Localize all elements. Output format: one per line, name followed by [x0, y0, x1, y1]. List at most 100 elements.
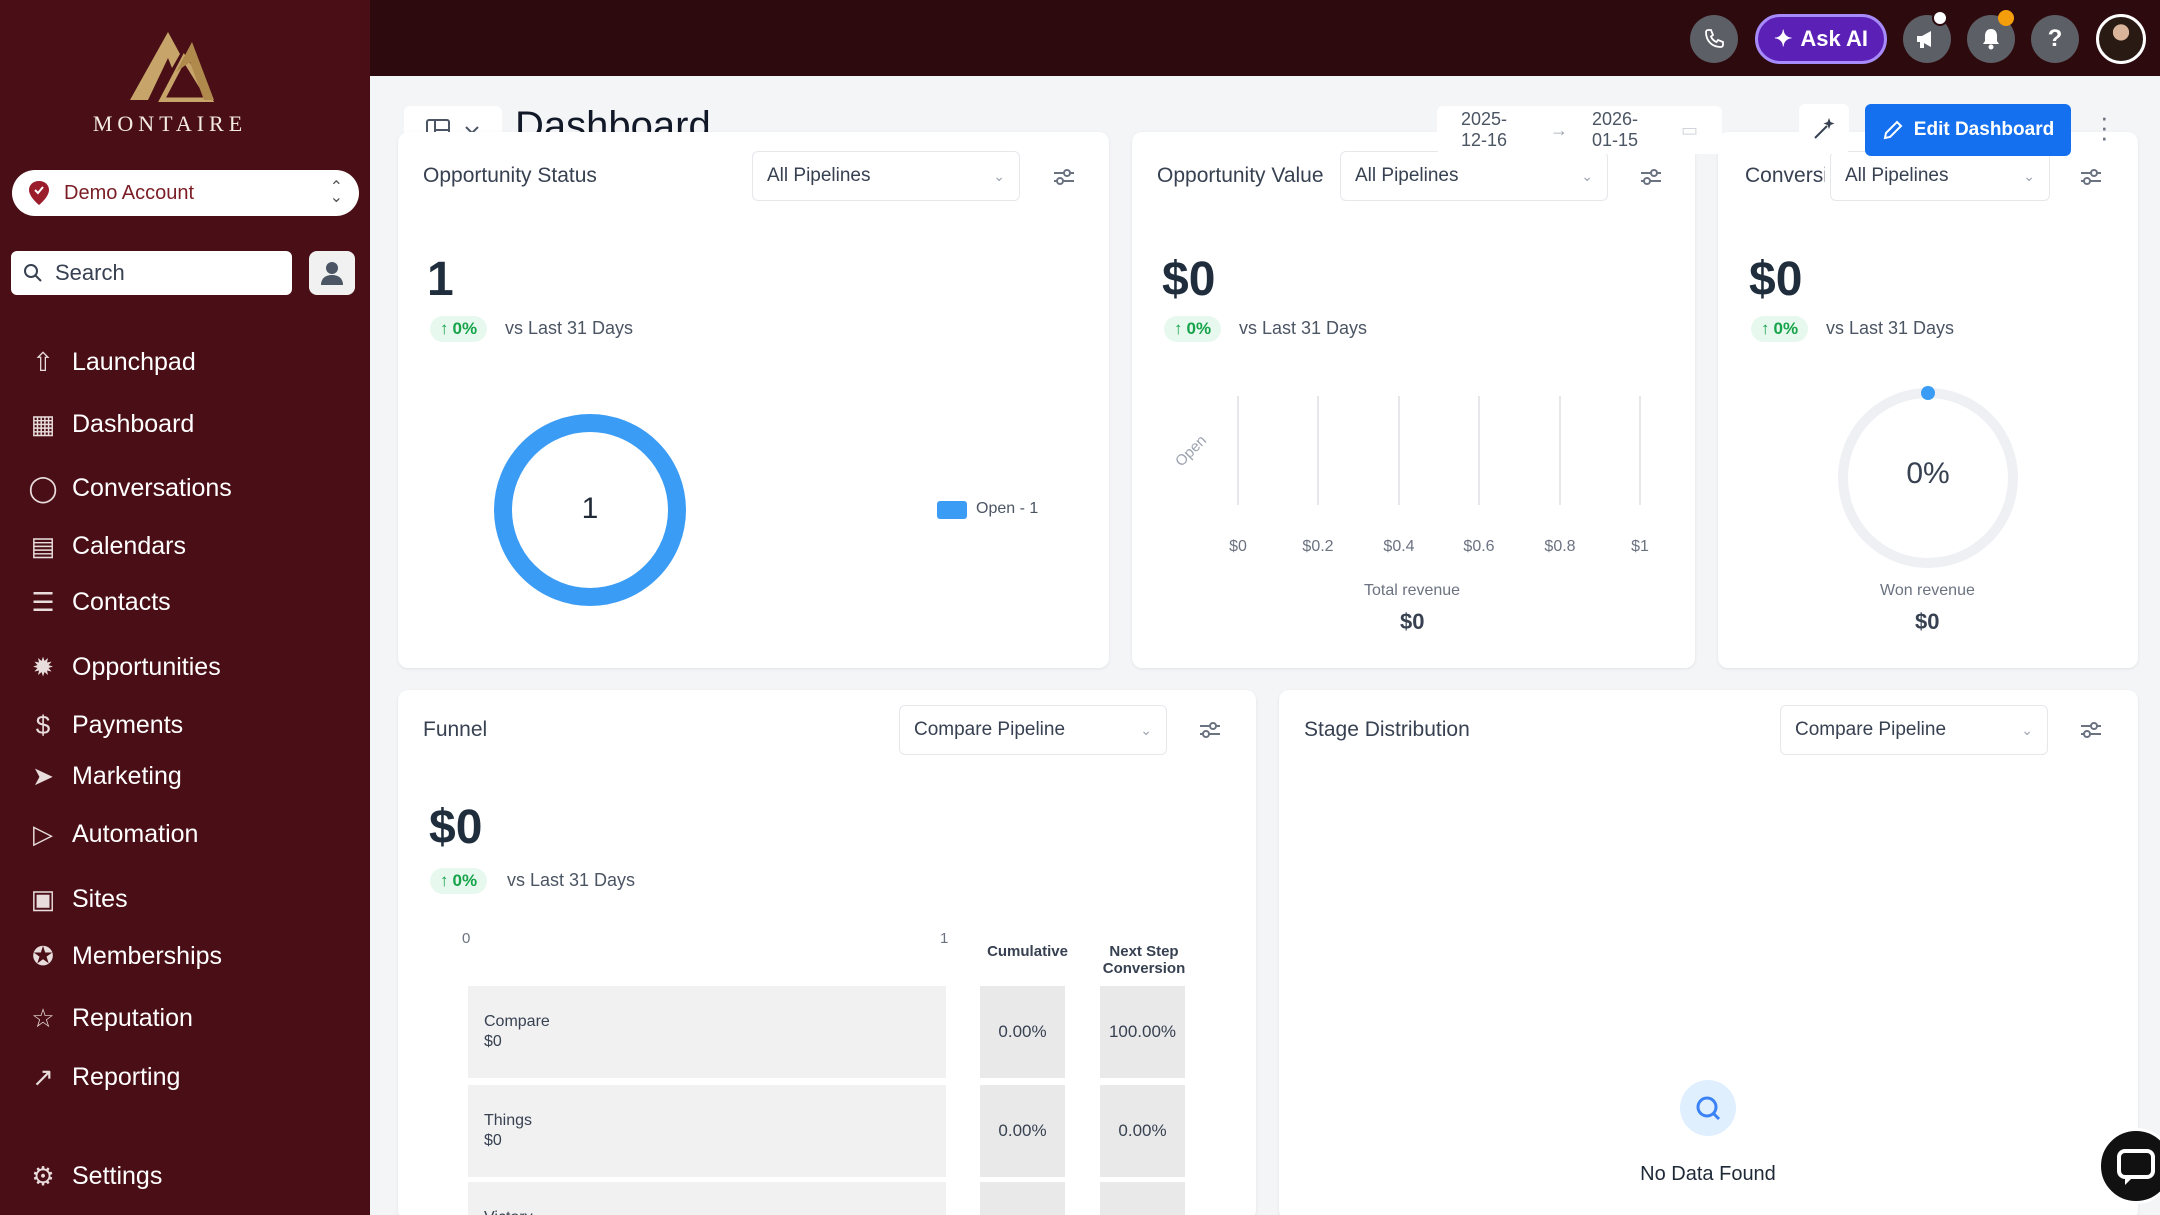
search-input[interactable]: Search — [11, 251, 292, 295]
opportunity-status-card — [398, 132, 1109, 668]
sidebar-item-sites[interactable]: ▣ Sites — [26, 879, 128, 919]
total-revenue-value: $0 — [1400, 609, 1425, 634]
total-revenue-label: Total revenue — [1364, 582, 1461, 599]
sidebar-item-label: Conversations — [72, 473, 232, 502]
send-icon: ➤ — [32, 760, 54, 791]
stage-distribution-card — [1279, 690, 2138, 1215]
brand-logo: MONTAIRE — [80, 28, 260, 137]
donut-center-value: 1 — [581, 492, 599, 525]
cumulative-cell: 0.00% — [980, 1085, 1065, 1177]
funnel-delta-badge: ↑ 0% — [430, 868, 488, 894]
x-tick-label: $0.8 — [1544, 538, 1576, 555]
sidebar-item-calendars[interactable]: ▤ Calendars — [26, 526, 186, 566]
help-icon[interactable]: ? — [2031, 15, 2079, 63]
compare-pipeline-select[interactable]: Compare Pipeline ⌄ — [1780, 705, 2048, 755]
sidebar-item-label: Reputation — [72, 1003, 193, 1032]
funnel-delta: 0% — [452, 871, 478, 890]
x-tick-label: $0.6 — [1463, 538, 1495, 555]
sidebar-item-label: Memberships — [72, 941, 223, 970]
edit-dashboard-button[interactable]: Edit Dashboard — [1865, 104, 2071, 156]
conversion-amount: $0 — [1749, 253, 1803, 306]
pipeline-select[interactable]: All Pipelines ⌄ — [1340, 151, 1608, 201]
x-tick-label: $0.4 — [1383, 538, 1415, 555]
announcement-dot — [1932, 10, 1948, 26]
sidebar-item-label: Launchpad — [72, 347, 196, 376]
funnel-axis-min: 0 — [462, 930, 471, 947]
sidebar-item-contacts[interactable]: ☰ Contacts — [26, 582, 171, 622]
phone-icon[interactable] — [1690, 15, 1738, 63]
conversion-delta: 0% — [1773, 319, 1799, 338]
value-compare: vs Last 31 Days — [1239, 318, 1368, 338]
funnel-row: Things $0 — [468, 1085, 946, 1177]
sidebar-item-marketing[interactable]: ➤ Marketing — [26, 756, 182, 796]
pipeline-select[interactable]: All Pipelines ⌄ — [1830, 151, 2050, 201]
sidebar-item-reputation[interactable]: ☆ Reputation — [26, 998, 193, 1038]
stage-distribution-title: Stage Distribution — [1304, 718, 1470, 741]
pipeline-select-value: All Pipelines — [767, 165, 871, 186]
pencil-icon — [1883, 120, 1903, 140]
account-name: Demo Account — [64, 181, 195, 204]
funnel-row-name: Things — [484, 1112, 533, 1129]
filter-settings-icon[interactable] — [1639, 167, 1663, 187]
cumulative-cell — [980, 1182, 1065, 1215]
date-end: 2026-01-15 — [1591, 109, 1639, 150]
chevron-down-icon: ⌄ — [1140, 721, 1152, 738]
arrow-right-icon: → — [1549, 119, 1568, 140]
filter-settings-icon[interactable] — [1052, 167, 1076, 187]
sidebar-item-opportunities[interactable]: ✹ Opportunities — [26, 647, 221, 687]
chat-widget-button[interactable] — [2098, 1128, 2160, 1204]
contacts-icon: ☰ — [31, 586, 55, 617]
sidebar-item-label: Marketing — [72, 761, 182, 790]
location-pin-icon — [29, 181, 49, 205]
compare-pipeline-value: Compare Pipeline — [1795, 719, 1947, 740]
filter-settings-icon[interactable] — [2079, 167, 2103, 187]
sidebar-item-launchpad[interactable]: ⇧ Launchpad — [26, 342, 196, 382]
sidebar-item-label: Automation — [72, 819, 199, 848]
more-options-icon[interactable]: · · · — [2100, 102, 2109, 152]
funnel-amount: $0 — [429, 801, 483, 854]
conversion-gauge-chart — [1838, 386, 2018, 568]
date-start: 2025-12-16 — [1461, 109, 1508, 150]
funnel-row: Compare $0 — [468, 986, 946, 1078]
ai-magic-button[interactable] — [1799, 104, 1849, 154]
gear-icon: ⚙ — [31, 1160, 55, 1191]
sites-icon: ▣ — [30, 883, 56, 914]
sidebar-item-label: Sites — [72, 884, 128, 913]
account-switcher[interactable]: Demo Account ⌃ ⌄ — [12, 170, 359, 216]
sidebar-item-conversations[interactable]: ◯ Conversations — [26, 468, 232, 508]
funnel-row-value: $0 — [484, 1132, 502, 1149]
monogram-logo-icon — [130, 32, 215, 103]
sidebar-item-automation[interactable]: ▷ Automation — [26, 814, 198, 854]
funnel-title: Funnel — [423, 718, 488, 741]
search-icon — [24, 264, 42, 282]
user-avatar[interactable] — [2096, 14, 2146, 64]
chevron-down-icon: ⌄ — [993, 167, 1005, 184]
ask-ai-button[interactable]: ✦ Ask AI — [1755, 14, 1887, 64]
date-range-picker[interactable]: 2025-12-16 → 2026-01-15 ▭ — [1437, 106, 1722, 154]
opportunities-icon: ✹ — [32, 651, 54, 682]
sidebar-item-settings[interactable]: ⚙ Settings — [26, 1156, 162, 1196]
arrow-up-icon: ↑ — [1174, 319, 1183, 338]
conversion-title: Conversion — [1745, 164, 1825, 187]
pipeline-select-value: All Pipelines — [1355, 165, 1459, 186]
contact-quick-button[interactable] — [309, 251, 355, 295]
filter-settings-icon[interactable] — [2079, 720, 2103, 740]
sidebar-item-label: Contacts — [72, 587, 171, 616]
pipeline-select[interactable]: All Pipelines ⌄ — [752, 151, 1020, 201]
sidebar-item-reporting[interactable]: ↗ Reporting — [26, 1057, 180, 1097]
chevron-down-icon: ⌄ — [2021, 721, 2033, 738]
gauge-percent: 0% — [1906, 457, 1950, 490]
status-donut-chart — [494, 414, 686, 606]
sidebar-item-memberships[interactable]: ✪ Memberships — [26, 936, 222, 976]
pipeline-select-value: All Pipelines — [1845, 165, 1949, 186]
won-revenue-label: Won revenue — [1880, 582, 1975, 599]
dashboard-icon: ▦ — [30, 408, 56, 439]
next-step-cell: 100.00% — [1100, 986, 1185, 1078]
value-delta-badge: ↑ 0% — [1164, 316, 1222, 342]
filter-settings-icon[interactable] — [1198, 720, 1222, 740]
compare-pipeline-select[interactable]: Compare Pipeline ⌄ — [899, 705, 1167, 755]
sidebar-item-payments[interactable]: $ Payments — [26, 705, 183, 745]
funnel-row-name: Compare — [484, 1013, 550, 1030]
sidebar-item-dashboard[interactable]: ▦ Dashboard — [26, 404, 195, 444]
next-step-cell: 0.00% — [1100, 1085, 1185, 1177]
